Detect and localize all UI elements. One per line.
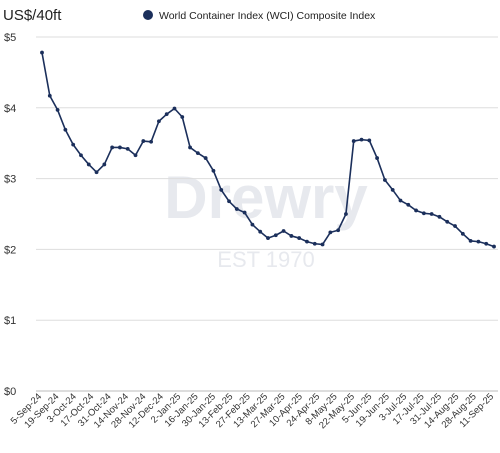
data-point bbox=[133, 153, 138, 158]
data-point bbox=[203, 156, 208, 160]
data-point bbox=[429, 212, 434, 216]
data-point bbox=[421, 211, 426, 216]
data-point bbox=[437, 214, 442, 219]
data-point bbox=[367, 138, 372, 143]
data-point bbox=[63, 127, 68, 132]
data-point bbox=[445, 219, 450, 224]
series bbox=[40, 50, 496, 249]
data-point bbox=[86, 162, 91, 167]
data-point bbox=[40, 50, 44, 55]
y-tick-label: $5 bbox=[4, 32, 16, 44]
data-point bbox=[336, 228, 341, 233]
data-point bbox=[281, 229, 286, 233]
data-point bbox=[476, 239, 481, 244]
data-point bbox=[172, 106, 177, 111]
data-point bbox=[375, 156, 379, 160]
data-point bbox=[328, 230, 333, 235]
legend-label: World Container Index (WCI) Composite In… bbox=[159, 10, 376, 22]
data-point bbox=[398, 198, 403, 203]
y-axis-unit-label: US$/40ft bbox=[3, 7, 62, 24]
watermark: Drewry EST 1970 bbox=[164, 164, 368, 272]
data-point bbox=[305, 239, 309, 244]
data-point bbox=[125, 146, 130, 151]
data-point bbox=[390, 188, 395, 192]
data-point bbox=[110, 145, 115, 150]
data-point bbox=[273, 233, 278, 238]
data-point bbox=[359, 137, 364, 142]
watermark-tagline: EST 1970 bbox=[217, 247, 314, 272]
data-point bbox=[453, 224, 457, 228]
data-point bbox=[383, 178, 387, 182]
y-tick-label: $4 bbox=[4, 103, 16, 115]
data-point bbox=[149, 139, 154, 144]
data-point bbox=[468, 239, 473, 243]
data-point bbox=[188, 145, 192, 150]
watermark-brand: Drewry bbox=[164, 164, 368, 231]
data-point bbox=[55, 108, 60, 112]
data-point bbox=[234, 207, 239, 211]
data-point bbox=[102, 162, 107, 167]
x-axis-ticks: 5-Sep-2419-Sep-243-Oct-2417-Oct-2431-Oct… bbox=[9, 391, 496, 431]
data-point bbox=[71, 142, 76, 147]
legend: World Container Index (WCI) Composite In… bbox=[143, 10, 376, 22]
data-point bbox=[344, 212, 348, 216]
data-point bbox=[266, 236, 270, 240]
legend-marker bbox=[143, 10, 153, 20]
y-tick-label: $2 bbox=[4, 244, 16, 256]
data-point bbox=[242, 210, 247, 215]
data-point bbox=[351, 139, 356, 143]
data-point bbox=[141, 139, 146, 143]
data-point bbox=[297, 236, 302, 240]
data-point bbox=[227, 199, 231, 204]
data-point bbox=[47, 93, 52, 98]
data-point bbox=[406, 202, 411, 207]
data-point bbox=[320, 242, 325, 247]
data-point bbox=[484, 241, 489, 246]
data-point bbox=[414, 208, 418, 213]
data-point bbox=[219, 188, 224, 192]
data-point bbox=[164, 112, 169, 117]
data-point bbox=[79, 153, 83, 158]
data-point bbox=[94, 170, 99, 175]
data-point bbox=[211, 168, 216, 173]
data-point bbox=[492, 244, 496, 249]
data-point bbox=[258, 229, 263, 234]
grid bbox=[36, 36, 498, 392]
data-point bbox=[250, 222, 255, 227]
y-tick-label: $3 bbox=[4, 174, 16, 186]
data-point bbox=[312, 241, 317, 246]
data-point bbox=[460, 231, 465, 236]
y-axis-ticks: $0 $1 $2 $3 $4 $5 bbox=[4, 32, 16, 398]
data-point bbox=[118, 145, 122, 150]
data-point bbox=[157, 119, 161, 124]
data-point bbox=[289, 234, 294, 238]
y-tick-label: $0 bbox=[4, 386, 16, 398]
data-point bbox=[180, 115, 185, 119]
y-tick-label: $1 bbox=[4, 315, 16, 327]
data-point bbox=[195, 151, 200, 156]
